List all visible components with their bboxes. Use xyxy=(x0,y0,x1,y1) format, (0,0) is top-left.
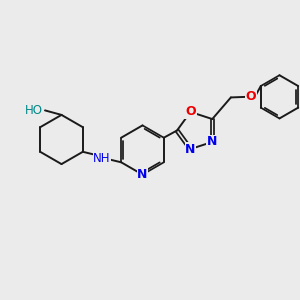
Text: O: O xyxy=(185,106,196,118)
Text: N: N xyxy=(185,142,196,155)
Text: HO: HO xyxy=(25,104,43,117)
Text: N: N xyxy=(207,136,217,148)
Text: NH: NH xyxy=(93,152,111,165)
Text: N: N xyxy=(137,168,148,181)
Text: O: O xyxy=(245,90,256,103)
